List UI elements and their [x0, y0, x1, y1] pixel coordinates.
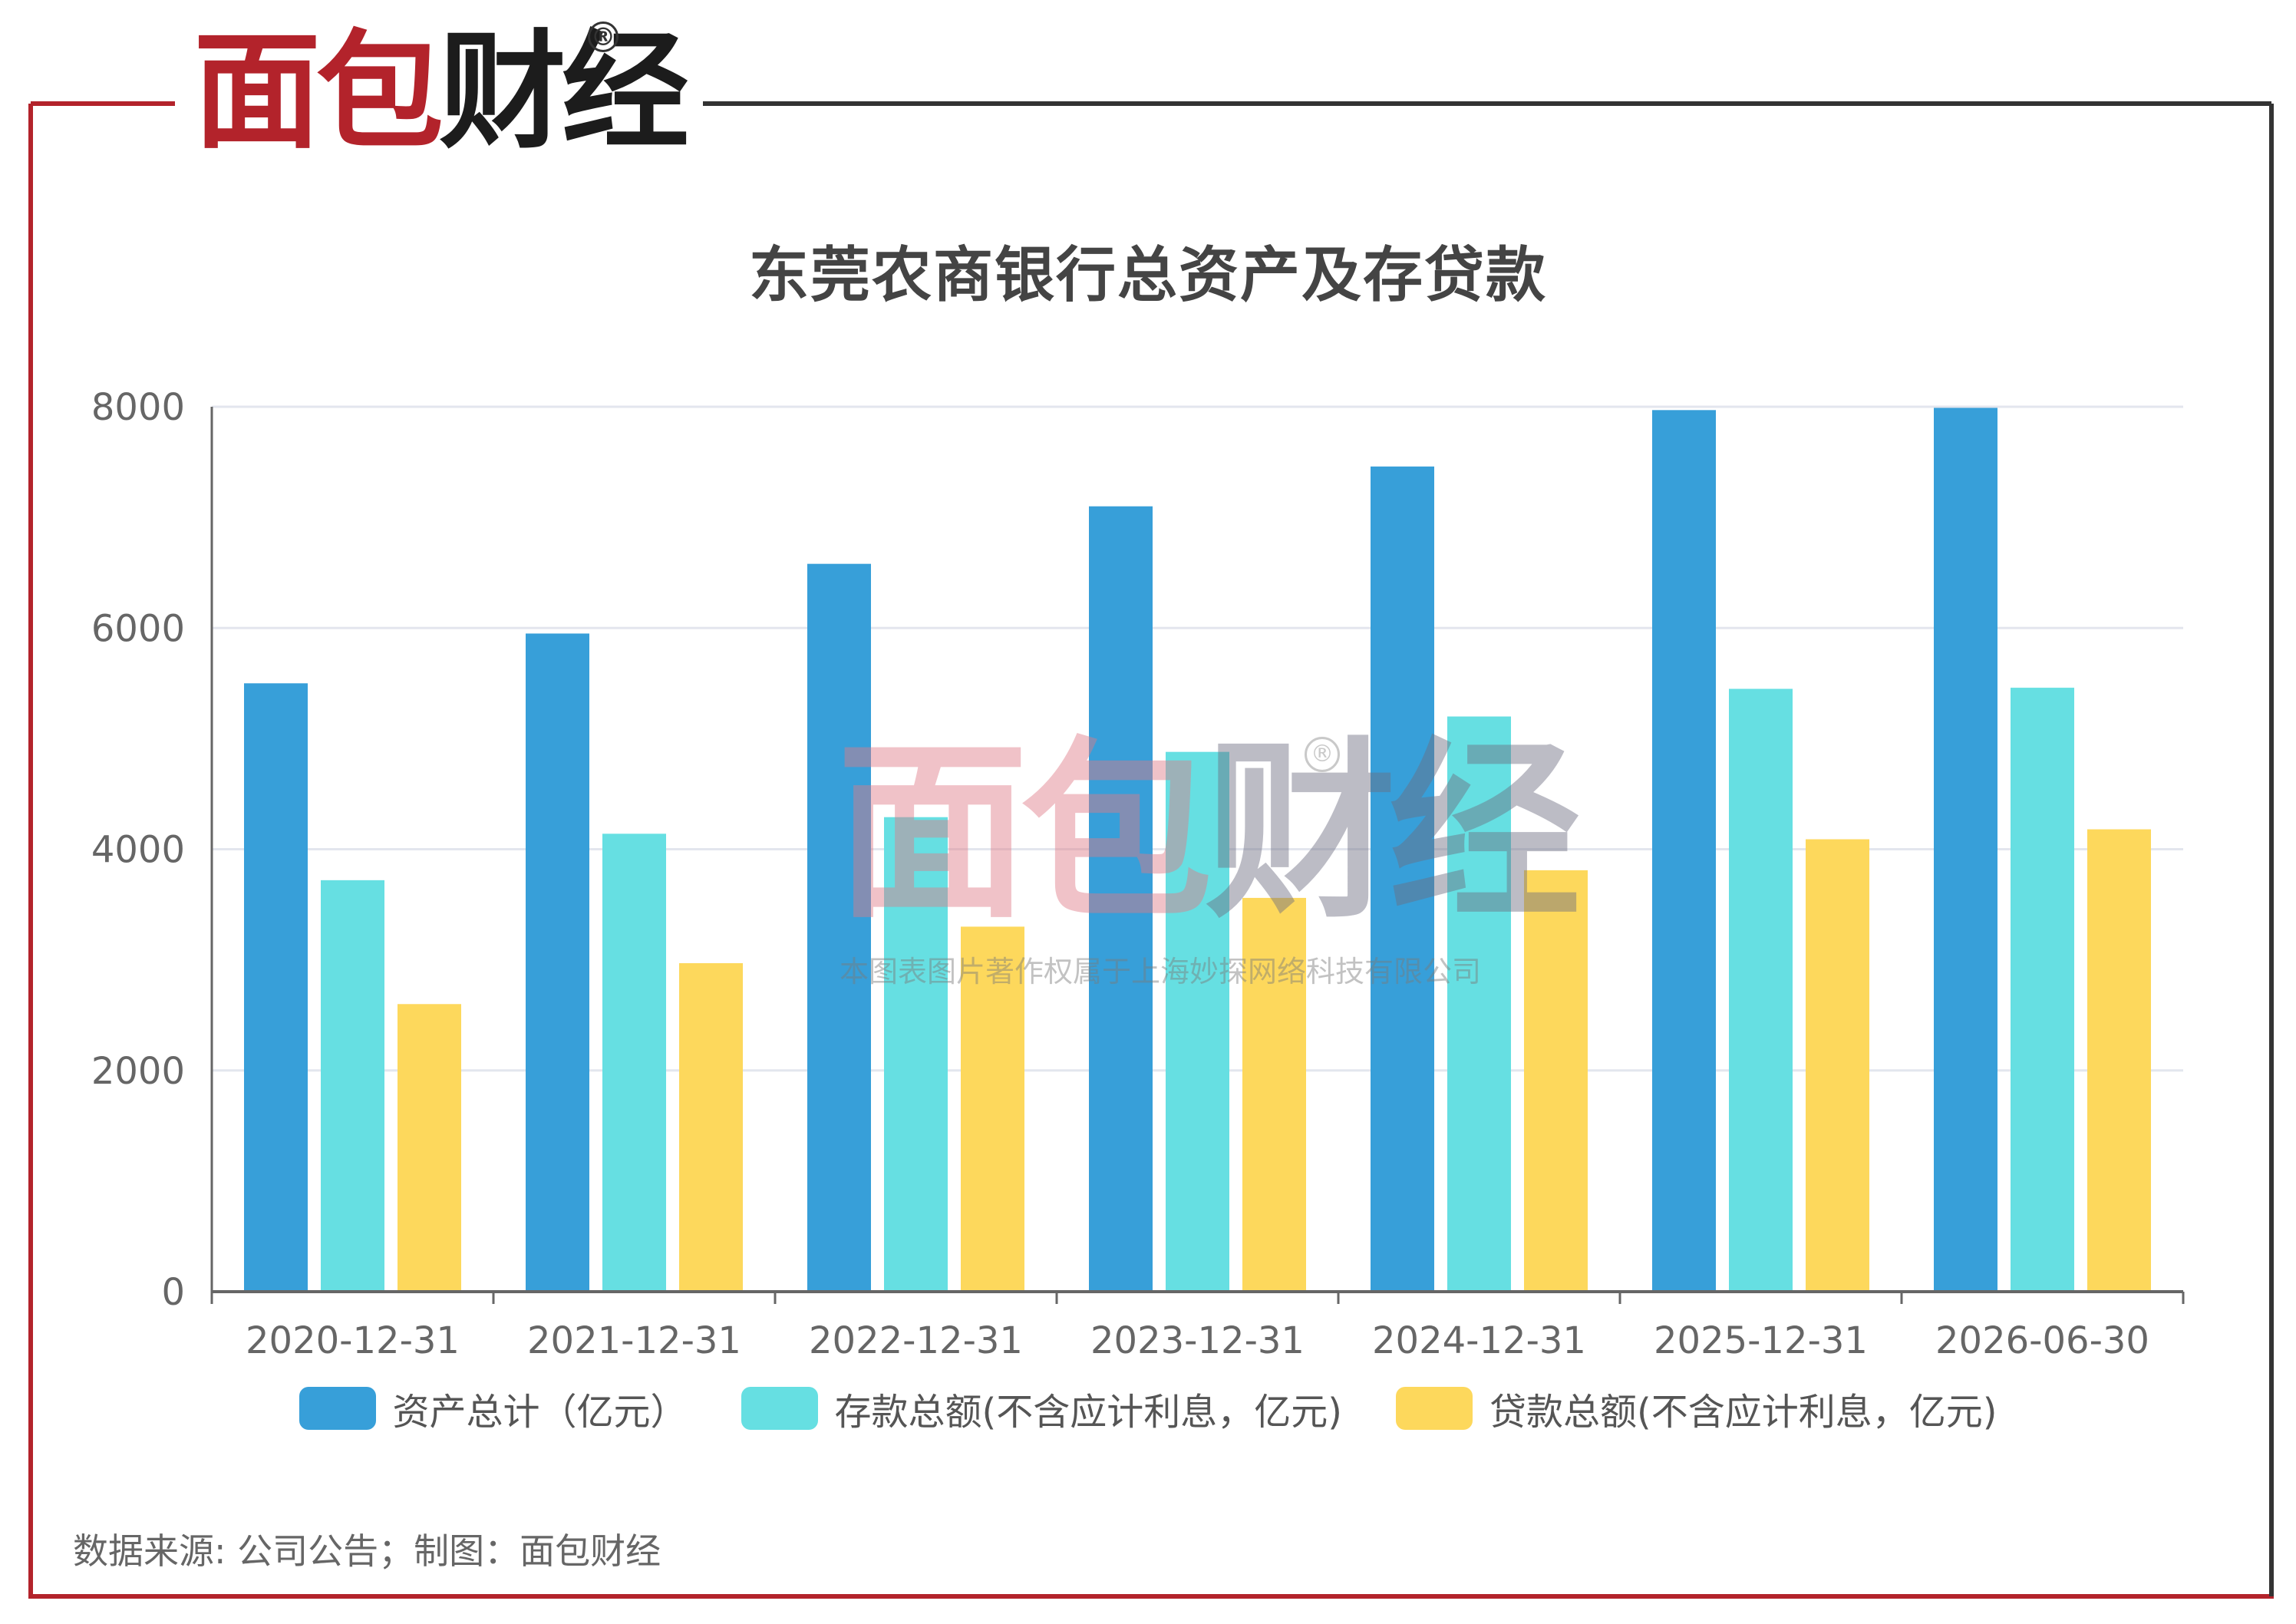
legend-label-assets: 资产总计（亿元） [392, 1391, 688, 1434]
bar-deposits[interactable] [1729, 688, 1793, 1292]
brand-logo: 面包 财经 ® [175, 21, 703, 163]
x-tick-label: 2020-12-31 [246, 1319, 460, 1362]
logo-part-red: 面包 [193, 18, 444, 167]
bar-deposits[interactable] [2011, 688, 2074, 1292]
chart-title: 东莞农商银行总资产及存贷款 [748, 241, 1547, 310]
bar-assets[interactable] [1652, 410, 1716, 1292]
bar-loans[interactable] [1242, 897, 1306, 1292]
bar-loans[interactable] [961, 926, 1024, 1292]
bar-loans[interactable] [398, 1004, 461, 1292]
x-tick-label: 2021-12-31 [527, 1319, 741, 1362]
bar-deposits[interactable] [884, 817, 948, 1292]
chart-legend: 资产总计（亿元） 存款总额(不含应计利息，亿元) 贷款总额(不含应计利息，亿元) [0, 1381, 2296, 1435]
x-tick-label: 2026-06-30 [1935, 1319, 2149, 1362]
y-tick-label: 8000 [91, 386, 185, 429]
bar-assets[interactable] [1934, 408, 1997, 1292]
bar-loans[interactable] [2087, 829, 2151, 1292]
data-source-note: 数据来源: 公司公告；制图：面包财经 [73, 1530, 661, 1572]
legend-item-assets[interactable]: 资产总计（亿元） [299, 1381, 688, 1435]
bar-loans[interactable] [1806, 839, 1869, 1292]
legend-item-loans[interactable]: 贷款总额(不含应计利息，亿元) [1396, 1381, 1997, 1435]
legend-label-loans: 贷款总额(不含应计利息，亿元) [1489, 1391, 1997, 1434]
x-tick-label: 2024-12-31 [1372, 1319, 1586, 1362]
bar-assets[interactable] [1089, 506, 1153, 1292]
bar-loans[interactable] [1524, 870, 1588, 1292]
bar-deposits[interactable] [321, 880, 384, 1292]
bar-assets[interactable] [526, 633, 589, 1292]
legend-swatch-assets [299, 1387, 376, 1430]
bar-assets[interactable] [244, 683, 308, 1292]
bar-loans[interactable] [679, 962, 743, 1292]
x-tick-label: 2025-12-31 [1654, 1319, 1868, 1362]
bar-deposits[interactable] [602, 833, 666, 1292]
y-tick-label: 2000 [91, 1050, 185, 1093]
axes: 0 2000 4000 6000 8000 2020-12-31 2021-12-31 202… [91, 386, 2185, 1362]
bar-deposits[interactable] [1166, 751, 1229, 1292]
legend-swatch-loans [1396, 1387, 1473, 1430]
y-tick-label: 4000 [91, 829, 185, 872]
bars [244, 408, 2151, 1292]
bar-assets[interactable] [807, 563, 871, 1292]
y-tick-label: 6000 [91, 607, 185, 650]
bar-deposits[interactable] [1447, 716, 1511, 1292]
logo-registered-mark: ® [588, 21, 619, 52]
bar-assets[interactable] [1371, 466, 1434, 1292]
x-tick-label: 2022-12-31 [809, 1319, 1023, 1362]
legend-label-deposits: 存款总额(不含应计利息，亿元) [834, 1391, 1342, 1434]
legend-swatch-deposits [741, 1387, 818, 1430]
logo-part-dark: 财经 [439, 18, 689, 167]
legend-item-deposits[interactable]: 存款总额(不含应计利息，亿元) [741, 1381, 1342, 1435]
y-tick-label: 0 [161, 1271, 185, 1314]
x-tick-label: 2023-12-31 [1090, 1319, 1305, 1362]
